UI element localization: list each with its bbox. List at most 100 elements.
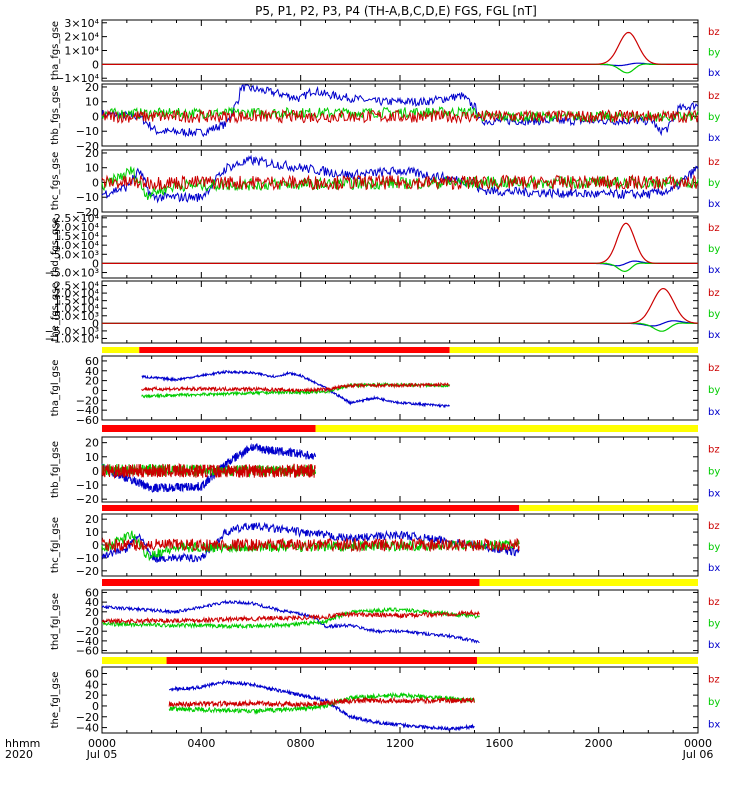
y-tick-label: 2.0×10⁴ [54, 221, 100, 234]
y-tick-label: −20 [76, 206, 99, 219]
y-tick-label: −20 [76, 493, 99, 506]
y-axis-label: the_fgl_gse [50, 672, 61, 729]
legend-by: by [708, 178, 720, 189]
y-tick-label: 0 [92, 384, 99, 397]
series-bz-line [101, 537, 520, 554]
y-tick-label: 0 [92, 539, 99, 552]
series-bz-line [102, 31, 698, 65]
y-tick-label: 40 [85, 596, 99, 609]
series-bz-line [102, 287, 699, 324]
panel-frame [101, 280, 699, 344]
availability-segment [102, 579, 480, 586]
x-tick-label: 1600 [485, 737, 513, 750]
availability-panel [102, 579, 698, 586]
y-tick-label: 5.0×10³ [54, 248, 99, 261]
thb_fgs_gse-panel: 20 100 −10 −20 thb_fgs_gse bz by bx [50, 81, 720, 153]
panel-frame [101, 19, 699, 82]
y-axis-label: the_fgs_gse [50, 282, 61, 341]
legend-bz: bz [708, 444, 720, 455]
y-tick-label: 3×10⁴ [64, 17, 99, 30]
availability-segment [476, 657, 698, 664]
y-tick-label: 10 [85, 96, 99, 109]
y-tick-label: −5.0×10³ [45, 325, 99, 338]
legend-by: by [708, 48, 720, 59]
y-tick-label: 60 [85, 355, 99, 368]
y-tick-label: −60 [76, 414, 99, 427]
series-by-line [101, 606, 480, 630]
legend-bz: bz [708, 27, 720, 38]
y-tick-label: −40 [76, 722, 99, 735]
legend-by: by [708, 542, 720, 553]
y-tick-label: 2.5×10⁴ [54, 280, 100, 293]
legend-bz: bz [708, 223, 720, 234]
availability-segment [479, 579, 698, 586]
y-tick-label: −1.0×10⁴ [45, 332, 100, 345]
y-tick-label: 0 [92, 110, 99, 123]
y-tick-label: 0 [92, 700, 99, 713]
y-tick-label: 60 [85, 586, 99, 599]
availability-segment [449, 347, 698, 353]
y-tick-label: 0 [92, 257, 99, 270]
availability-segment [166, 657, 477, 664]
y-tick-label: 2×10⁴ [64, 31, 99, 44]
y-tick-label: 5.0×10³ [54, 310, 99, 323]
series-bz-line [168, 696, 475, 709]
y-tick-label: 0 [92, 465, 99, 478]
legend-bx: bx [708, 640, 720, 651]
x-tick-label: 0800 [287, 737, 315, 750]
y-tick-label: −10 [76, 552, 99, 565]
y-tick-label: 10 [85, 526, 99, 539]
y-tick-label: 40 [85, 365, 99, 378]
y-tick-label: 20 [85, 81, 99, 94]
x-tick-label: 2000 [585, 737, 613, 750]
y-tick-label: 2.0×10⁴ [54, 287, 100, 300]
panel-frame [101, 589, 699, 654]
y-tick-label: −10 [76, 479, 99, 492]
series-by-line [102, 262, 698, 273]
y-tick-label: −40 [76, 635, 99, 648]
x-tick-label: 0000 [88, 737, 116, 750]
legend-by: by [708, 619, 720, 630]
panel-frame [101, 215, 699, 279]
y-tick-label: −5.0×10³ [45, 267, 99, 280]
series-by-line [102, 63, 698, 74]
legend-bz: bz [708, 157, 720, 168]
y-tick-label: −60 [76, 645, 99, 658]
y-tick-label: 40 [85, 678, 99, 691]
x-axis-corner-label: hhmm [5, 737, 40, 750]
series-bz-line [101, 108, 699, 125]
series-bx-line [168, 678, 475, 732]
y-tick-label: 0 [92, 317, 99, 330]
y-tick-label: 0 [92, 58, 99, 71]
thd_fgs_gse-panel: 2.5×10⁴2.0×10⁴1.5×10⁴1.0×10⁴5.0×10³0−5.0… [45, 212, 721, 280]
legend-bx: bx [708, 68, 720, 79]
y-tick-label: 1.0×10⁴ [54, 302, 100, 315]
series-bx-line [101, 599, 480, 644]
y-tick-label: 2.5×10⁴ [54, 212, 100, 225]
thc_fgs_gse-panel: 20 100 −10 −20 thc_fgs_gse bz by bx [50, 147, 720, 219]
y-tick-label: 1×10⁴ [64, 45, 99, 58]
y-tick-label: 20 [85, 513, 99, 526]
series-bz-line [101, 609, 480, 625]
availability-segment [519, 505, 698, 511]
legend-bx: bx [708, 407, 720, 418]
y-tick-label: −10 [76, 125, 99, 138]
legend-bx: bx [708, 330, 720, 341]
availability-panel [102, 505, 698, 511]
y-tick-label: −1×10⁴ [55, 72, 99, 85]
y-tick-label: 1.5×10⁴ [54, 295, 100, 308]
legend-bz: bz [708, 363, 720, 374]
x-axis-corner-label: 2020 [5, 748, 33, 761]
legend-by: by [708, 112, 720, 123]
availability-segment [102, 347, 140, 353]
y-tick-label: 20 [85, 606, 99, 619]
series-bx-line [101, 84, 699, 138]
y-axis-label: thd_fgl_gse [50, 593, 61, 650]
legend-bx: bx [708, 199, 720, 210]
